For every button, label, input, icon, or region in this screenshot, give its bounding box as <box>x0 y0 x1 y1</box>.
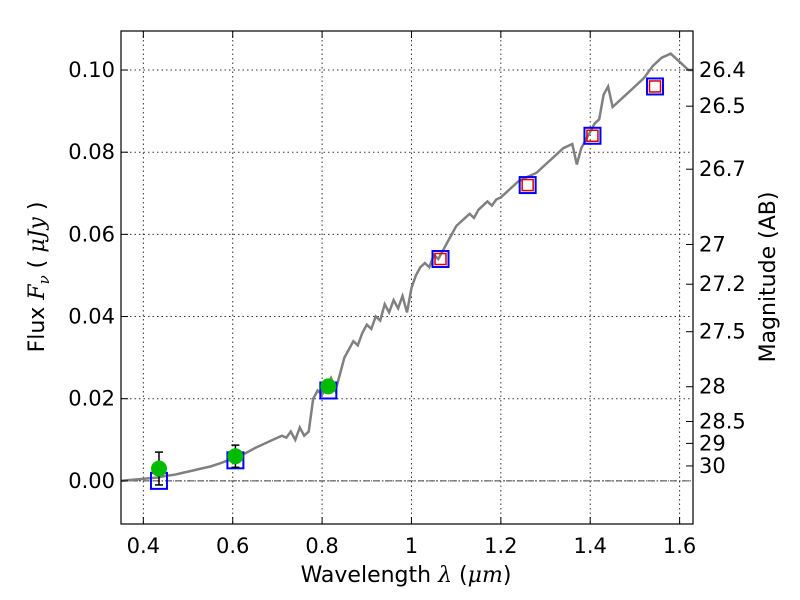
x-axis-ticks: 0.4 0.6 0.8 1 1.2 1.4 1.6 <box>127 31 696 558</box>
model-photometry-square <box>518 176 537 195</box>
x-tick-label: 1 <box>405 534 418 558</box>
observed-flux-point <box>227 448 244 465</box>
y-tick-label: 0.04 <box>68 305 115 329</box>
x-tick-label: 1.6 <box>663 534 696 558</box>
y-tick-label: 0.00 <box>68 469 115 493</box>
magnitude-tick-label: 29 <box>699 431 726 455</box>
magnitude-axis-label: Magnitude (AB) <box>756 192 781 363</box>
nir-photometry-box <box>648 80 662 93</box>
x-axis-label: Wavelength λ (μm) <box>301 563 512 588</box>
x-tick-label: 1.4 <box>574 534 607 558</box>
model-photometry-square <box>583 126 602 145</box>
magnitude-tick-label: 27 <box>699 232 726 256</box>
y-tick-label: 0.10 <box>68 58 115 82</box>
observed-flux-point <box>150 460 167 477</box>
nir-photometry-box <box>434 252 447 266</box>
y-tick-label: 0.02 <box>68 387 115 411</box>
x-tick-label: 0.6 <box>216 534 249 558</box>
model-photometry-square <box>431 250 450 269</box>
magnitude-tick-label: 26.4 <box>699 58 746 82</box>
y-tick-label: 0.08 <box>68 140 115 164</box>
x-tick-label: 0.4 <box>127 534 160 558</box>
model-photometry-square <box>646 77 665 96</box>
y-axis-label: Flux Fν ( μJy ) <box>25 202 53 353</box>
photometry-points <box>149 77 665 490</box>
magnitude-tick-label: 27.2 <box>699 272 746 296</box>
nir-photometry-box <box>586 129 599 143</box>
x-tick-label: 0.8 <box>305 534 338 558</box>
y-axis-ticks: 0.00 0.02 0.04 0.06 0.08 0.10 <box>68 58 128 493</box>
model-spectrum-line <box>120 52 693 483</box>
observed-flux-point <box>320 378 337 395</box>
magnitude-tick-label: 28 <box>699 375 726 399</box>
y-tick-label: 0.06 <box>68 222 115 246</box>
x-tick-label: 1.2 <box>484 534 517 558</box>
nir-photometry-box <box>521 178 534 192</box>
magnitude-tick-label: 26.7 <box>699 157 746 181</box>
grid-lines <box>121 31 693 524</box>
magnitude-tick-label: 26.5 <box>699 94 746 118</box>
magnitude-tick-label: 27.5 <box>699 320 746 344</box>
magnitude-tick-label: 28.5 <box>699 409 746 433</box>
magnitude-tick-label: 30 <box>699 454 726 478</box>
plot-frame <box>120 30 694 525</box>
